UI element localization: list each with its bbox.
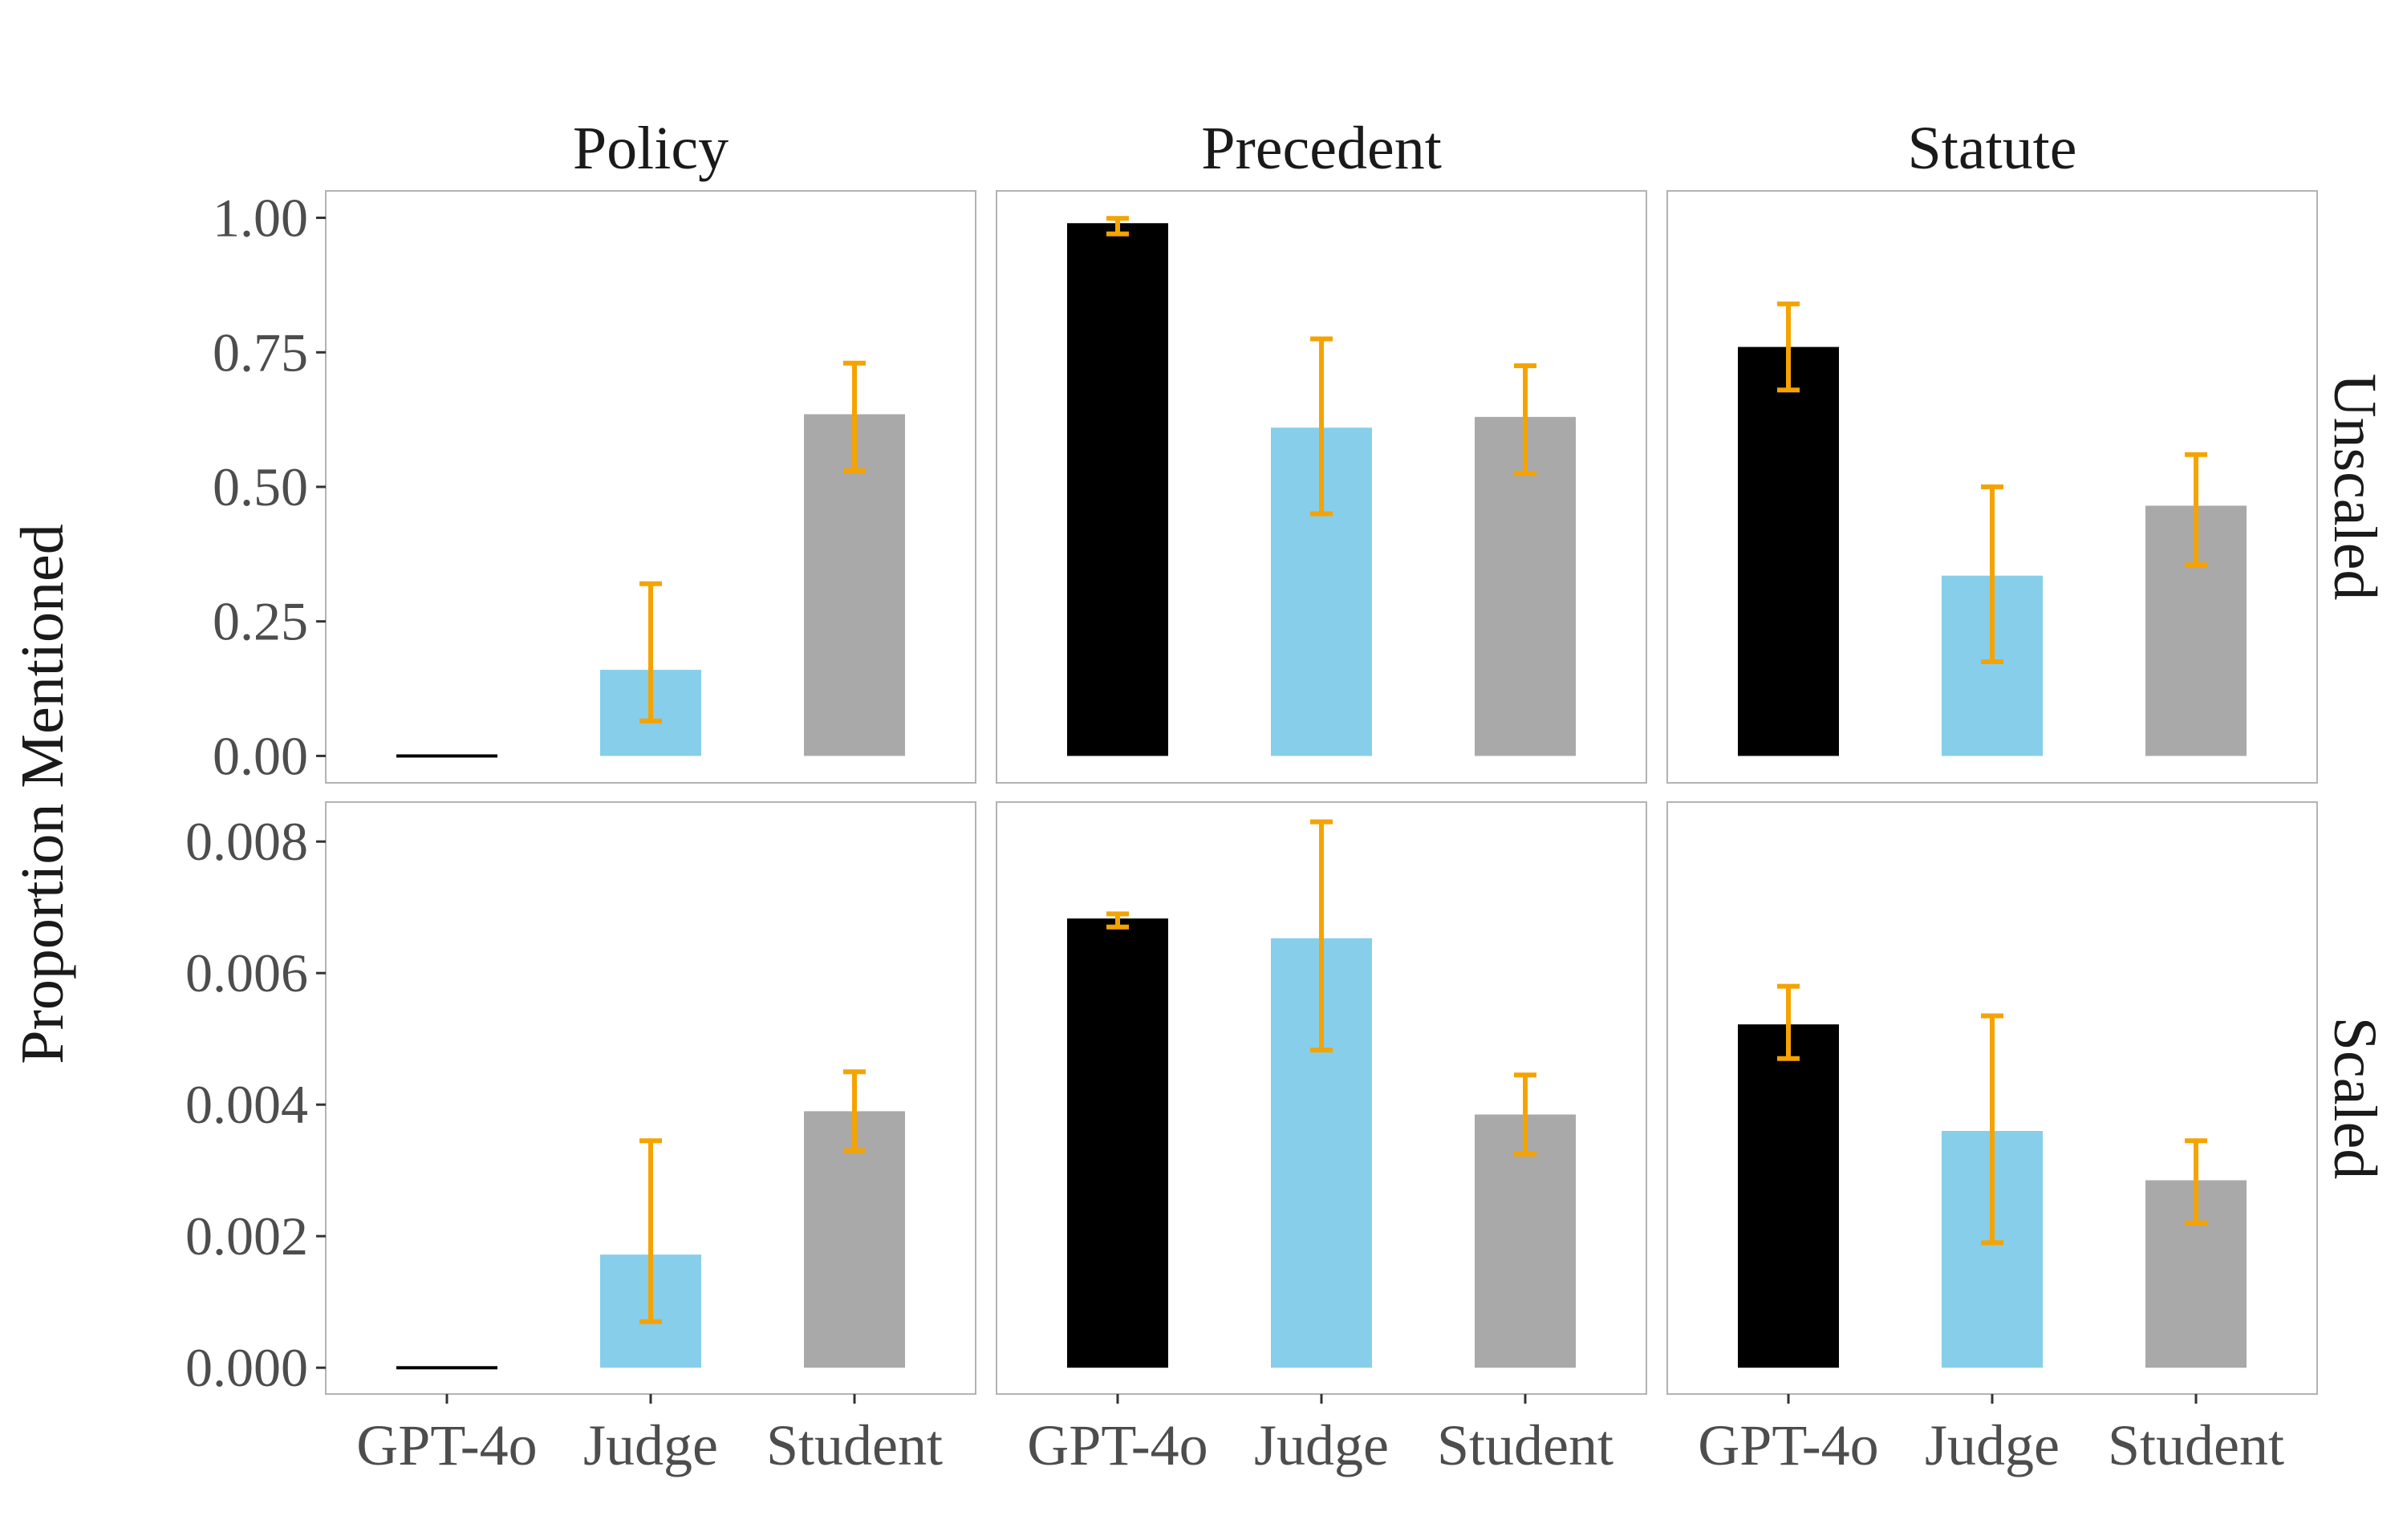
y-tick-label-scaled-1: 0.002: [185, 1206, 308, 1266]
x-tick-label-policy-gpt-4o: GPT-4o: [356, 1413, 537, 1477]
error-bar-judge: [1310, 336, 1333, 517]
x-tick-label-statute-student: Student: [2108, 1413, 2284, 1477]
y-tick-label-unscaled-0: 0.00: [213, 725, 308, 786]
bar-gpt-4o: [1738, 1024, 1839, 1368]
error-bar-judge: [1310, 819, 1333, 1053]
error-bar-student: [2185, 452, 2207, 568]
panel-scaled-precedent: [996, 801, 1647, 1395]
y-tick-label-scaled-0: 0.000: [185, 1337, 308, 1398]
bar-gpt-4o: [1067, 918, 1168, 1368]
panel-unscaled-statute: [1666, 190, 2318, 784]
y-tick-label-unscaled-2: 0.50: [213, 456, 308, 517]
y-tick-label-scaled-3: 0.006: [185, 942, 308, 1003]
x-tick-label-statute-gpt-4o: GPT-4o: [1698, 1413, 1878, 1477]
panel-unscaled-policy: [325, 190, 976, 784]
x-tick-label-policy-judge: Judge: [583, 1413, 718, 1477]
y-tick-label-unscaled-3: 0.75: [213, 322, 308, 383]
y-axis-title: Proportion Mentioned: [9, 524, 76, 1064]
y-tick-label-unscaled-4: 1.00: [213, 188, 308, 249]
panel-unscaled-precedent: [996, 190, 1647, 784]
error-bar-student: [2185, 1138, 2207, 1226]
error-bar-student: [843, 1069, 866, 1153]
error-bar-judge: [1981, 484, 2003, 665]
x-tick-label-precedent-gpt-4o: GPT-4o: [1027, 1413, 1208, 1477]
panel-scaled-policy: [325, 801, 976, 1395]
x-tick-label-statute-judge: Judge: [1925, 1413, 2060, 1477]
error-bar-student: [1514, 363, 1536, 476]
bar-student: [1475, 1114, 1576, 1368]
bar-gpt-4o: [1738, 346, 1839, 756]
bar-gpt-4o: [1067, 223, 1168, 756]
facet-label-unscaled: Unscaled: [2321, 374, 2389, 601]
facet-label-scaled: Scaled: [2321, 1017, 2389, 1180]
error-bar-gpt-4o: [1106, 911, 1129, 930]
x-tick-label-policy-student: Student: [766, 1413, 943, 1477]
error-bar-gpt-4o: [1106, 216, 1129, 237]
y-tick-label-scaled-4: 0.008: [185, 811, 308, 872]
y-tick-label-scaled-2: 0.004: [185, 1074, 308, 1135]
error-bar-judge: [639, 581, 662, 723]
bar-student: [804, 1111, 905, 1368]
error-bar-student: [1514, 1072, 1536, 1157]
error-bar-judge: [1981, 1013, 2003, 1246]
panel-scaled-statute: [1666, 801, 2318, 1395]
error-bar-judge: [639, 1138, 662, 1324]
error-bar-gpt-4o: [1777, 983, 1800, 1061]
error-bar-student: [843, 360, 866, 473]
facet-label-precedent: Precedent: [1201, 115, 1442, 182]
facet-label-policy: Policy: [573, 115, 729, 182]
x-tick-label-precedent-judge: Judge: [1254, 1413, 1389, 1477]
x-tick-label-precedent-student: Student: [1437, 1413, 1613, 1477]
facet-label-statute: Statute: [1907, 115, 2076, 182]
error-bar-gpt-4o: [1777, 301, 1800, 393]
y-tick-label-unscaled-1: 0.25: [213, 591, 308, 652]
